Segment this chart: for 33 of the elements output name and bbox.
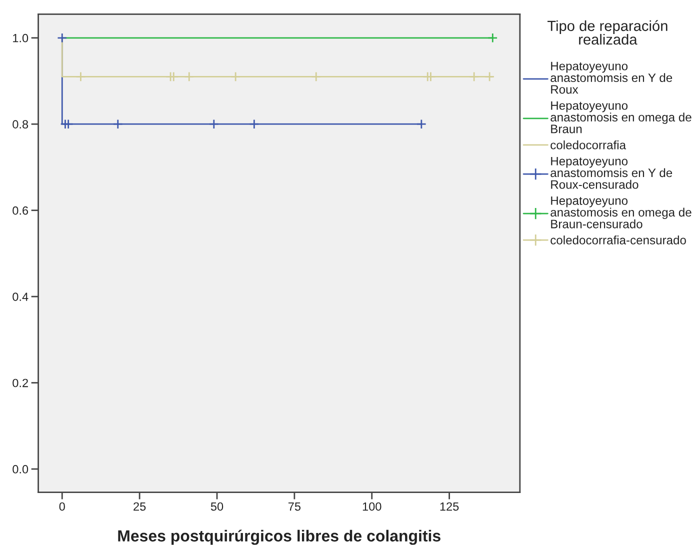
x-axis-title: Meses postquirúrgicos libres de colangitis (118, 530, 440, 545)
x-tick-label: 100 (362, 502, 382, 511)
x-tick-label: 25 (134, 502, 146, 511)
x-tick-label: 50 (210, 502, 224, 511)
legend-title: Tipo de reparación realizada (547, 20, 668, 45)
y-tick-label: 1.0 (13, 34, 28, 42)
point (416, 119, 427, 130)
point (184, 72, 194, 82)
x-tick-label: 75 (288, 502, 300, 511)
y-tick-label: 0.8 (12, 120, 28, 129)
point (249, 119, 260, 130)
legend-label: Hepatoyeyuno anastomomsis en Y de Roux (550, 62, 672, 94)
point (488, 32, 498, 43)
point (63, 119, 74, 130)
point (484, 72, 495, 82)
legend-label: coledocorrafia (550, 140, 626, 150)
legend-label: Hepatoyeyuno anastomosis en omega de Braun (550, 101, 692, 134)
legend-label: Hepatoyeyuno anastomomsis en Y de Roux-censurado (550, 156, 672, 189)
y-tick-label: 0.0 (12, 465, 28, 474)
point (57, 32, 68, 43)
legend-label: Hepatoyeyuno anastomosis en omega de Braun-censurado (550, 196, 692, 228)
y-tick-label: 0.6 (12, 206, 28, 215)
x-tick-label: 0 (59, 502, 65, 511)
point (468, 72, 480, 82)
point (112, 119, 123, 130)
x-tick-label: 125 (440, 502, 459, 511)
point (230, 72, 241, 82)
point (311, 72, 322, 82)
point (208, 119, 219, 130)
y-tick-label: 0.4 (12, 292, 28, 301)
point (76, 72, 86, 82)
y-tick-label: 0.2 (12, 378, 28, 388)
legend-label: coledocorrafia-censurado (550, 236, 686, 244)
